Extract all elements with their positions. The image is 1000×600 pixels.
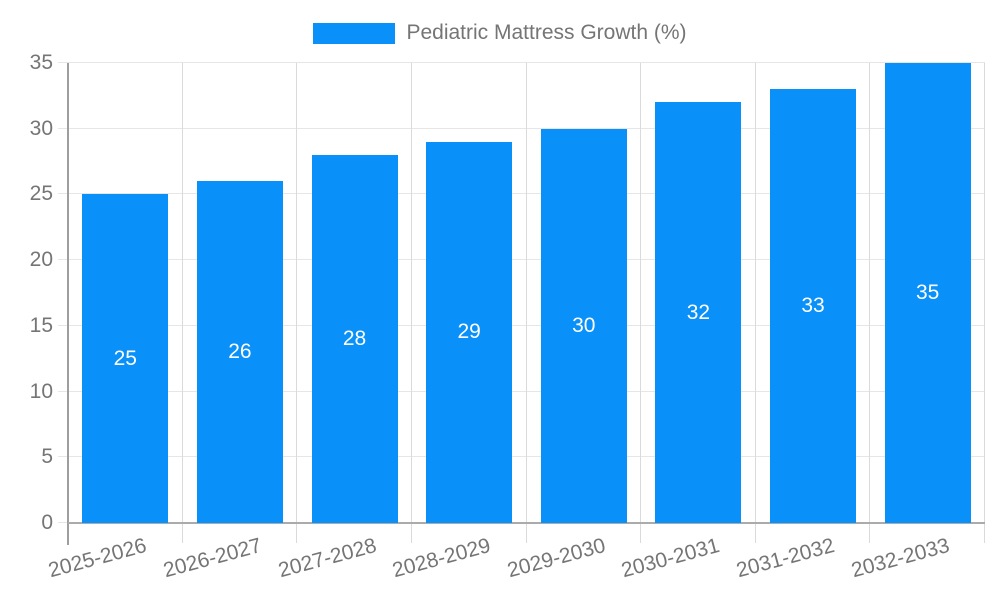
bar[interactable] xyxy=(82,194,169,523)
x-axis-line xyxy=(68,522,985,524)
y-axis-tick-label: 35 xyxy=(29,51,53,74)
y-axis-tick xyxy=(58,456,68,458)
y-axis-tick-label: 20 xyxy=(29,248,53,272)
x-axis-tick-label: 2029-2030 xyxy=(504,534,608,583)
y-axis-tick-label: 30 xyxy=(29,116,53,140)
y-axis-tick-label: 0 xyxy=(41,511,53,534)
bar-value-label: 33 xyxy=(801,294,825,318)
y-axis-tick-label: 5 xyxy=(41,445,53,469)
gridline-vertical xyxy=(869,63,871,543)
bar[interactable] xyxy=(540,128,627,523)
legend-item[interactable]: Pediatric Mattress Growth (%) xyxy=(0,21,1000,45)
x-axis-tick-label: 2031-2032 xyxy=(734,534,838,583)
gridline-horizontal xyxy=(68,62,985,63)
y-axis-tick xyxy=(58,259,68,261)
x-axis-tick-label: 2030-2031 xyxy=(619,534,723,583)
x-axis-tick-label: 2028-2029 xyxy=(390,534,494,583)
bar[interactable] xyxy=(770,89,857,523)
bar-value-label: 26 xyxy=(228,340,252,364)
bar-value-label: 28 xyxy=(342,327,367,350)
y-axis-line xyxy=(67,63,69,545)
y-axis-tick-label: 15 xyxy=(29,313,53,337)
bar-value-label: 30 xyxy=(572,313,596,337)
bar-value-label: 29 xyxy=(457,320,481,344)
bar[interactable] xyxy=(196,181,283,523)
y-axis-tick xyxy=(58,324,68,326)
gridline-vertical xyxy=(754,63,756,543)
bar[interactable] xyxy=(884,63,971,523)
y-axis-tick xyxy=(58,127,68,129)
gridline-vertical xyxy=(410,63,412,543)
x-axis-tick-label: 2027-2028 xyxy=(275,534,379,583)
gridline-horizontal xyxy=(68,456,985,458)
bar-value-label: 35 xyxy=(916,281,940,304)
bar[interactable] xyxy=(426,141,513,523)
x-axis-tick-label: 2026-2027 xyxy=(160,534,264,583)
gridline-horizontal xyxy=(68,390,985,392)
gridline-horizontal xyxy=(68,324,985,326)
legend-swatch-icon xyxy=(313,22,396,44)
gridline-vertical xyxy=(181,63,183,543)
x-axis-tick-label: 2032-2033 xyxy=(848,534,952,583)
y-axis-tick xyxy=(58,390,68,392)
x-axis-tick-label: 2025-2026 xyxy=(46,534,150,583)
y-axis-tick xyxy=(58,193,68,195)
legend-label: Pediatric Mattress Growth (%) xyxy=(406,21,687,44)
gridline-vertical xyxy=(640,63,642,543)
gridline-vertical xyxy=(525,63,527,543)
y-axis-tick xyxy=(58,62,68,63)
bar[interactable] xyxy=(311,155,398,523)
y-axis-tick-label: 25 xyxy=(29,182,53,206)
gridline-horizontal xyxy=(68,193,985,195)
gridline-horizontal xyxy=(68,259,985,261)
y-axis-tick-label: 10 xyxy=(29,379,53,403)
bar-value-label: 32 xyxy=(686,300,711,324)
y-axis-tick xyxy=(58,522,68,523)
bar[interactable] xyxy=(655,102,742,523)
bar-value-label: 25 xyxy=(113,346,137,370)
gridline-vertical xyxy=(296,63,298,543)
gridline-horizontal xyxy=(68,127,985,129)
gridline-vertical xyxy=(984,63,985,543)
